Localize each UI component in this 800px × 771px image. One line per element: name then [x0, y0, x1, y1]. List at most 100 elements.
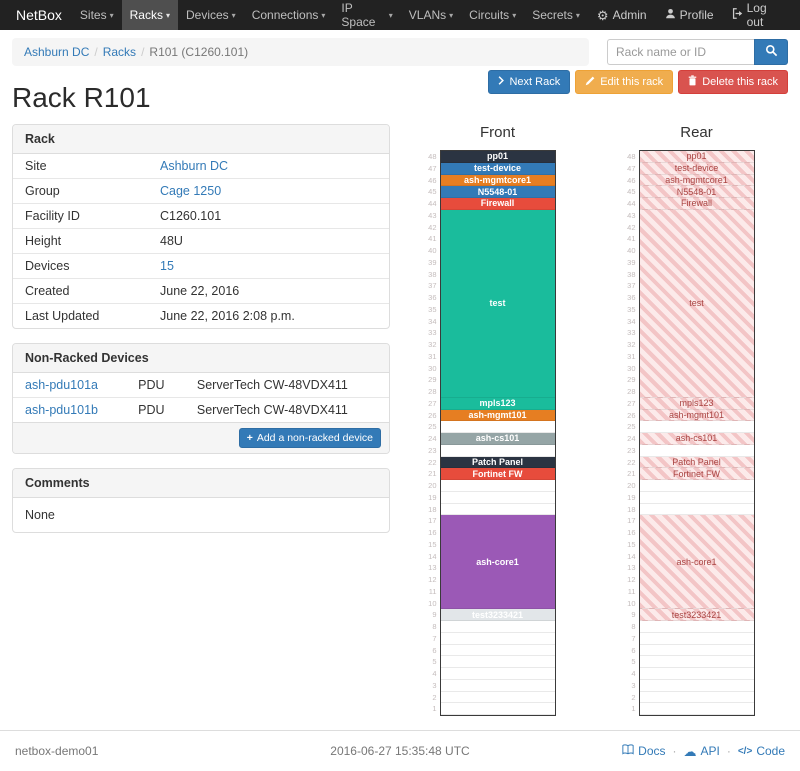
attr-value-link[interactable]: Ashburn DC [160, 159, 229, 173]
attr-value: 48U [148, 228, 389, 254]
nav-item-sites[interactable]: Sites ▾ [72, 0, 122, 30]
device-name-link[interactable]: ash-pdu101b [25, 403, 98, 417]
nav-item-connections[interactable]: Connections ▾ [244, 0, 334, 30]
breadcrumb-item[interactable]: Racks [102, 45, 137, 59]
code-link[interactable]: </> Code [738, 744, 785, 758]
rack-device[interactable]: test [639, 209, 754, 398]
device-name-link[interactable]: ash-pdu101a [25, 378, 98, 392]
rack-attributes-table: Site Ashburn DC Group Cage 1250 Facility ID C… [13, 154, 389, 328]
api-link[interactable]: ☁ API [684, 744, 720, 758]
rack-device[interactable]: N5548-01 [440, 186, 555, 198]
profile-link[interactable]: Profile [656, 0, 723, 30]
rack-device[interactable]: Fortinet FW [639, 468, 754, 480]
rack-device[interactable]: test [440, 209, 555, 398]
non-racked-body: ash-pdu101a PDU ServerTech CW-48VDX411 ash-… [13, 373, 389, 422]
rear-rack: pp01 test-device ash-mgmtcore1 N5548-01 Fire… [638, 150, 755, 716]
unit-number: 39 [428, 257, 437, 267]
rack-unit-empty [639, 621, 754, 633]
breadcrumb-item[interactable]: Ashburn DC [24, 45, 90, 59]
nav-item-devices[interactable]: Devices ▾ [178, 0, 244, 30]
rack-device[interactable]: ash-core1 [639, 515, 754, 610]
logout-link[interactable]: Log out [723, 0, 794, 30]
unit-number: 47 [428, 163, 437, 173]
nav-item-vlans[interactable]: VLANs ▾ [401, 0, 461, 30]
rack-unit-empty [639, 421, 754, 433]
next-rack-button[interactable]: Next Rack [488, 70, 571, 94]
unit-number: 35 [428, 304, 437, 314]
unit-number: 17 [627, 516, 636, 526]
search-button[interactable] [754, 39, 788, 65]
nav-item-ip-space[interactable]: IP Space ▾ [333, 0, 400, 30]
unit-number: 41 [627, 234, 636, 244]
unit-number: 29 [627, 375, 636, 385]
rack-unit-empty [440, 504, 555, 516]
unit-number: 26 [627, 410, 636, 420]
attr-value-link[interactable]: Cage 1250 [160, 184, 222, 198]
unit-number: 19 [627, 492, 636, 502]
profile-label: Profile [679, 8, 714, 22]
comments-panel: Comments None [12, 468, 390, 533]
add-non-racked-device-button[interactable]: + Add a non-racked device [238, 428, 381, 448]
rack-device[interactable]: N5548-01 [639, 186, 754, 198]
unit-number: 18 [428, 504, 437, 514]
rack-device[interactable]: pp01 [440, 151, 555, 163]
nav-item-label: Secrets [532, 8, 573, 22]
rack-device[interactable]: ash-core1 [440, 515, 555, 610]
rack-device[interactable]: test3233421 [639, 609, 754, 621]
non-racked-devices-panel: Non-Racked Devices ash-pdu101a PDU ServerT… [12, 343, 390, 454]
unit-number: 23 [627, 445, 636, 455]
rack-unit-empty [639, 668, 754, 680]
rack-device[interactable]: Firewall [440, 198, 555, 210]
rack-device[interactable]: pp01 [639, 151, 754, 163]
attr-row: Height 48U [13, 228, 389, 254]
device-type-cell: PDU [138, 378, 165, 392]
rack-device[interactable]: Fortinet FW [440, 468, 555, 480]
search-input[interactable] [607, 39, 754, 65]
unit-number: 37 [627, 281, 636, 291]
brand-link[interactable]: NetBox [16, 7, 62, 23]
delete-rack-button[interactable]: Delete this rack [678, 70, 788, 94]
unit-number: 22 [428, 457, 437, 467]
nav-item-label: IP Space [341, 1, 376, 29]
unit-number: 28 [627, 387, 636, 396]
comments-body: None [25, 508, 55, 522]
edit-rack-button[interactable]: Edit this rack [575, 70, 674, 94]
rack-unit-empty [440, 645, 555, 657]
rack-device[interactable]: Firewall [639, 198, 754, 210]
unit-number: 24 [627, 434, 636, 443]
rack-device[interactable]: test-device [639, 162, 754, 175]
rack-device[interactable]: ash-mgmt101 [440, 409, 555, 422]
docs-link[interactable]: Docs [622, 744, 666, 758]
unit-number: 23 [428, 445, 437, 455]
unit-number: 2 [631, 692, 636, 702]
rack-search [607, 39, 788, 65]
rack-device[interactable]: ash-mgmtcore1 [440, 174, 555, 187]
nav-item-circuits[interactable]: Circuits ▾ [461, 0, 524, 30]
unit-number: 25 [627, 422, 636, 432]
rack-device[interactable]: ash-mgmtcore1 [639, 174, 754, 187]
unit-number: 42 [428, 222, 437, 232]
unit-number: 21 [428, 469, 437, 479]
rack-device[interactable]: ash-cs101 [440, 433, 555, 445]
device-name-cell: ash-pdu101a [13, 373, 126, 398]
unit-number: 45 [627, 187, 636, 197]
rack-device[interactable]: test-device [440, 162, 555, 175]
rack-device[interactable]: Patch Panel [440, 456, 555, 469]
rack-device[interactable]: ash-mgmt101 [639, 409, 754, 422]
rack-device[interactable]: Patch Panel [639, 456, 754, 469]
nav-item-racks[interactable]: Racks ▾ [121, 0, 178, 30]
rear-unit-numbers: 48 47 46 45 44 43 42 41 40 39 38 37 36 35 34 33 32 31 30 29… [623, 150, 639, 716]
attr-value: June 22, 2016 2:08 p.m. [148, 303, 389, 328]
unit-number: 14 [428, 551, 437, 561]
unit-number: 8 [631, 622, 636, 631]
nav-item-secrets[interactable]: Secrets ▾ [524, 0, 588, 30]
rack-device[interactable]: test3233421 [440, 609, 555, 621]
footer-links: Docs · ☁ API · </> Code [622, 744, 785, 758]
unit-number: 20 [428, 481, 437, 490]
rack-device[interactable]: mpls123 [440, 397, 555, 410]
rack-device[interactable]: mpls123 [639, 397, 754, 410]
rack-device[interactable]: ash-cs101 [639, 433, 754, 445]
attr-value-link[interactable]: 15 [160, 259, 174, 273]
admin-link[interactable]: ⚙ Admin [588, 0, 656, 30]
rack-panel-title: Rack [13, 125, 389, 154]
